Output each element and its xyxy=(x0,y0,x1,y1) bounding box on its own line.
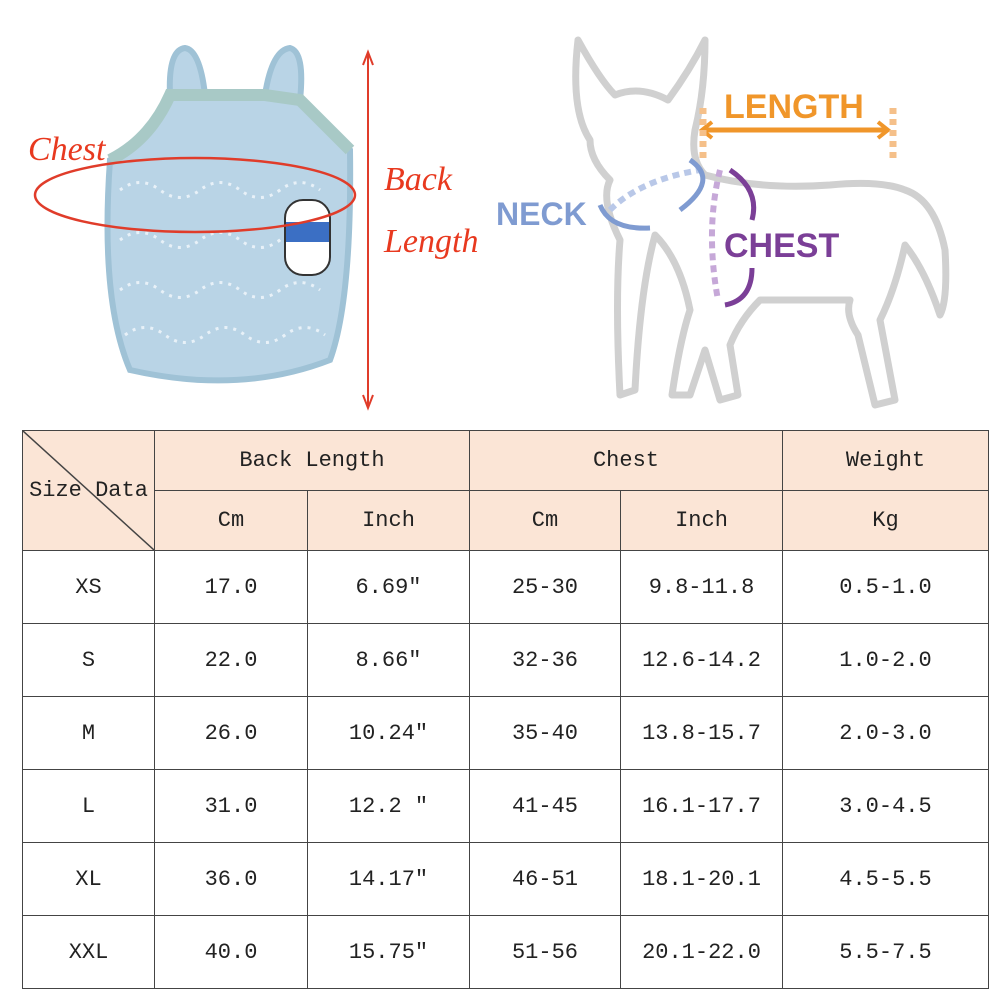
cell: XS xyxy=(22,550,155,624)
cell: 16.1-17.7 xyxy=(620,769,783,843)
cell: S xyxy=(22,623,155,697)
cell: 41-45 xyxy=(469,769,621,843)
size-table: Size Data Back Length Chest Weight Cm Inch Cm I… xyxy=(22,430,989,989)
cell: 22.0 xyxy=(154,623,308,697)
illustration: Chest Back Length LENGTH NECK CHEST xyxy=(28,36,950,411)
header-row: Size Data Back Length Chest Weight xyxy=(22,430,989,551)
size-row: M 26.0 10.24″ 35-40 13.8-15.7 2.0-3.0 xyxy=(22,696,989,770)
cell: 31.0 xyxy=(154,769,308,843)
unit-header: Kg xyxy=(782,490,989,551)
cell: 6.69″ xyxy=(307,550,470,624)
dog-silhouette xyxy=(572,36,950,409)
cell: 32-36 xyxy=(469,623,621,697)
cell: XL xyxy=(22,842,155,916)
chest-label: Chest xyxy=(28,131,107,168)
group-header: Back Length xyxy=(154,430,470,491)
size-row: XXL 40.0 15.75″ 51-56 20.1-22.0 5.5-7.5 xyxy=(22,915,989,989)
corner-label: Size Data xyxy=(29,478,148,503)
cell: 14.17″ xyxy=(307,842,470,916)
group-header: Chest xyxy=(469,430,783,491)
cell: 18.1-20.1 xyxy=(620,842,783,916)
size-row: L 31.0 12.2 ″ 41-45 16.1-17.7 3.0-4.5 xyxy=(22,769,989,843)
cell: 8.66″ xyxy=(307,623,470,697)
cell: 17.0 xyxy=(154,550,308,624)
vest xyxy=(33,44,357,384)
cell: 4.5-5.5 xyxy=(782,842,989,916)
cell: 5.5-7.5 xyxy=(782,915,989,989)
cell: 3.0-4.5 xyxy=(782,769,989,843)
cell: 10.24″ xyxy=(307,696,470,770)
cell: XXL xyxy=(22,915,155,989)
cell: 26.0 xyxy=(154,696,308,770)
unit-header: Inch xyxy=(307,490,470,551)
cell: 36.0 xyxy=(154,842,308,916)
cell: 15.75″ xyxy=(307,915,470,989)
cell: 12.6-14.2 xyxy=(620,623,783,697)
cell: L xyxy=(22,769,155,843)
group-header: Weight xyxy=(782,430,989,491)
diagram-length: LENGTH xyxy=(724,88,864,126)
diagram-neck: NECK xyxy=(496,196,587,232)
cell: 46-51 xyxy=(469,842,621,916)
cell: 2.0-3.0 xyxy=(782,696,989,770)
cell: 35-40 xyxy=(469,696,621,770)
unit-header: Cm xyxy=(154,490,308,551)
size-row: XL 36.0 14.17″ 46-51 18.1-20.1 4.5-5.5 xyxy=(22,842,989,916)
length-label: Length xyxy=(383,223,478,260)
unit-header: Inch xyxy=(620,490,783,551)
cell: 51-56 xyxy=(469,915,621,989)
cell: 1.0-2.0 xyxy=(782,623,989,697)
diagram-chest: CHEST xyxy=(724,227,839,265)
corner-cell: Size Data xyxy=(22,430,155,551)
cell: 25-30 xyxy=(469,550,621,624)
cell: 0.5-1.0 xyxy=(782,550,989,624)
cell: 12.2 ″ xyxy=(307,769,470,843)
diagonal xyxy=(23,431,154,550)
cell: 20.1-22.0 xyxy=(620,915,783,989)
cell: M xyxy=(22,696,155,770)
size-row: XS 17.0 6.69″ 25-30 9.8-11.8 0.5-1.0 xyxy=(22,550,989,624)
cell: 13.8-15.7 xyxy=(620,696,783,770)
back-label: Back xyxy=(384,161,453,198)
size-row: S 22.0 8.66″ 32-36 12.6-14.2 1.0-2.0 xyxy=(22,623,989,697)
cell: 9.8-11.8 xyxy=(620,550,783,624)
unit-header: Cm xyxy=(469,490,621,551)
cell: 40.0 xyxy=(154,915,308,989)
unit-row: Cm Inch Cm Inch Kg xyxy=(23,490,989,551)
